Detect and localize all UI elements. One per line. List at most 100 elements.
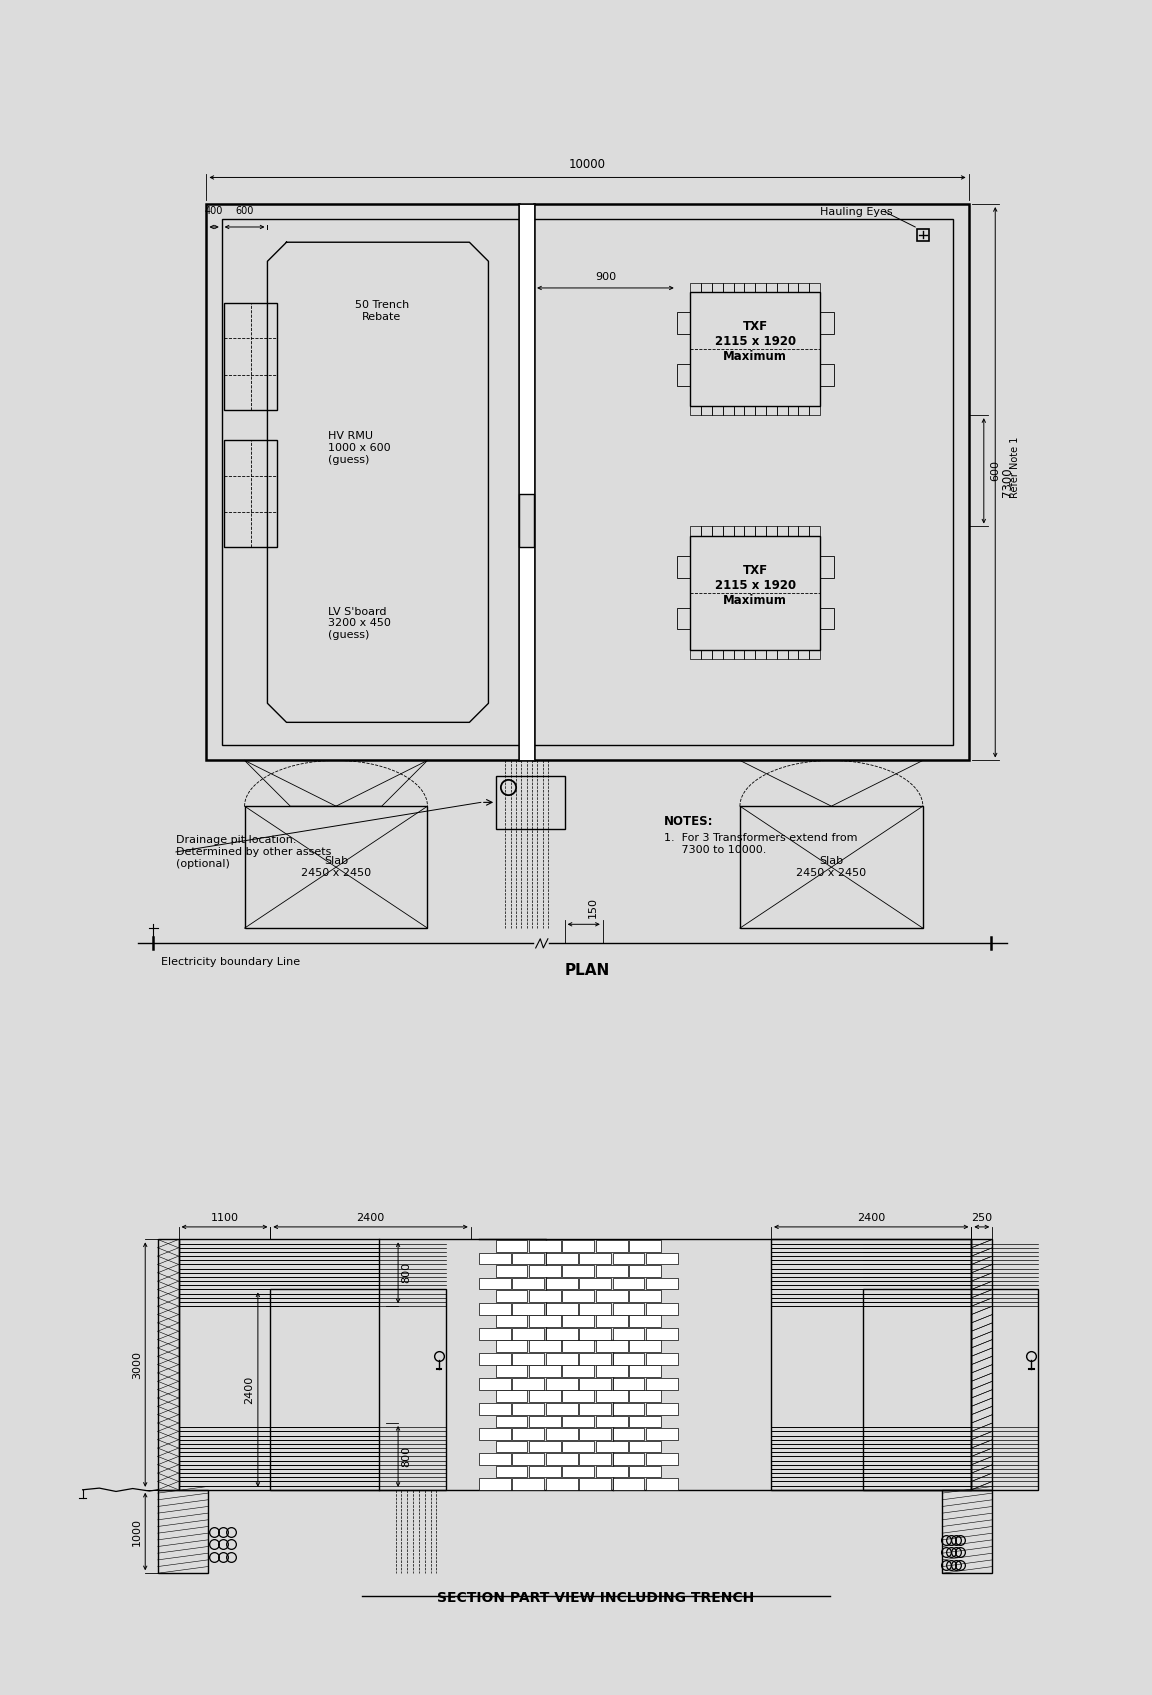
Bar xyxy=(596,1264,628,1276)
Text: TXF
2115 x 1920
Maximum: TXF 2115 x 1920 Maximum xyxy=(714,320,796,363)
Text: 2400: 2400 xyxy=(857,1212,886,1222)
Bar xyxy=(495,1341,528,1353)
Bar xyxy=(529,1264,561,1276)
Bar xyxy=(596,1415,628,1427)
Bar xyxy=(529,1390,561,1402)
Text: 7300: 7300 xyxy=(1001,468,1015,497)
Bar xyxy=(776,649,788,659)
Bar xyxy=(766,407,776,415)
Bar xyxy=(809,283,820,292)
Bar xyxy=(646,1478,677,1490)
Bar xyxy=(971,1239,992,1490)
Bar xyxy=(513,1253,544,1264)
Bar xyxy=(579,1253,611,1264)
Bar xyxy=(629,1341,661,1353)
Bar xyxy=(756,649,766,659)
Bar xyxy=(722,649,734,659)
Text: 600: 600 xyxy=(235,205,253,215)
Bar xyxy=(497,776,564,829)
Bar xyxy=(158,1490,207,1573)
Bar xyxy=(613,1403,644,1415)
Bar xyxy=(863,1290,1038,1490)
Bar xyxy=(562,1366,594,1376)
Bar xyxy=(676,609,690,629)
Bar xyxy=(513,1327,544,1339)
Bar xyxy=(495,1441,528,1453)
Bar xyxy=(479,1427,510,1439)
Bar xyxy=(712,283,722,292)
Bar xyxy=(744,527,756,536)
Text: 2400: 2400 xyxy=(244,1376,255,1403)
Bar xyxy=(513,1378,544,1390)
Bar xyxy=(479,1403,510,1415)
Bar xyxy=(596,1341,628,1353)
Bar xyxy=(158,1239,179,1490)
Text: Drainage pit location.
Determined by other assets
(optional): Drainage pit location. Determined by oth… xyxy=(176,836,332,868)
Bar xyxy=(690,536,820,649)
Bar xyxy=(529,1290,561,1302)
Bar xyxy=(722,283,734,292)
Bar xyxy=(646,1453,677,1464)
Bar xyxy=(712,649,722,659)
Bar xyxy=(942,1490,992,1573)
Bar xyxy=(579,1353,611,1364)
Bar xyxy=(579,1278,611,1290)
Bar xyxy=(744,649,756,659)
Bar xyxy=(546,1427,577,1439)
Bar xyxy=(562,1466,594,1478)
Bar xyxy=(798,283,809,292)
Bar xyxy=(722,527,734,536)
Bar xyxy=(479,1303,510,1315)
Bar xyxy=(562,1241,594,1253)
Text: Electricity boundary Line: Electricity boundary Line xyxy=(161,958,300,968)
Bar xyxy=(629,1390,661,1402)
Bar xyxy=(809,407,820,415)
Bar xyxy=(734,527,744,536)
Bar xyxy=(562,1290,594,1302)
Bar xyxy=(579,1403,611,1415)
Bar xyxy=(579,1427,611,1439)
Text: TXF
2115 x 1920
Maximum: TXF 2115 x 1920 Maximum xyxy=(714,564,796,607)
Bar xyxy=(546,1378,577,1390)
Bar xyxy=(596,1290,628,1302)
Bar xyxy=(820,609,834,629)
Bar xyxy=(776,407,788,415)
Bar xyxy=(223,303,278,410)
Bar xyxy=(690,527,702,536)
Bar xyxy=(613,1253,644,1264)
Bar xyxy=(629,1315,661,1327)
Bar xyxy=(776,527,788,536)
Bar xyxy=(788,283,798,292)
Bar xyxy=(513,1353,544,1364)
Bar xyxy=(676,312,690,334)
Text: 800: 800 xyxy=(401,1263,411,1283)
Bar xyxy=(690,292,820,407)
Bar xyxy=(734,649,744,659)
Bar xyxy=(646,1303,677,1315)
Bar xyxy=(529,1366,561,1376)
Bar xyxy=(579,1327,611,1339)
Text: 1.  For 3 Transformers extend from
     7300 to 10000.: 1. For 3 Transformers extend from 7300 t… xyxy=(664,834,857,854)
Bar xyxy=(596,1441,628,1453)
Bar xyxy=(513,1303,544,1315)
Text: 800: 800 xyxy=(401,1446,411,1466)
Bar xyxy=(596,1466,628,1478)
Bar xyxy=(479,1278,510,1290)
Bar xyxy=(495,1264,528,1276)
Text: 150: 150 xyxy=(588,897,598,919)
Bar xyxy=(562,1315,594,1327)
Bar xyxy=(179,1239,971,1490)
Bar xyxy=(629,1264,661,1276)
Bar xyxy=(676,364,690,385)
Bar xyxy=(798,527,809,536)
Bar xyxy=(788,407,798,415)
Bar xyxy=(513,1278,544,1290)
Bar xyxy=(798,649,809,659)
Bar xyxy=(690,407,702,415)
Bar xyxy=(734,407,744,415)
Bar xyxy=(766,527,776,536)
Bar xyxy=(722,407,734,415)
Bar xyxy=(596,1390,628,1402)
Bar xyxy=(613,1378,644,1390)
Bar xyxy=(479,1478,510,1490)
